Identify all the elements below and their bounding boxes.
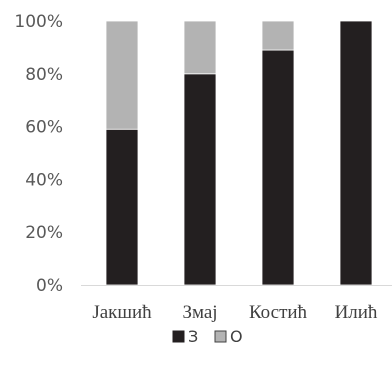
y-tick-label: 80% <box>25 65 63 85</box>
bar-segment-0-3 <box>339 20 373 286</box>
y-tick-label: 60% <box>25 118 63 138</box>
x-tick-label: Змај <box>182 302 217 323</box>
x-tick-label: Костић <box>249 302 308 323</box>
bar-segment-1-0 <box>105 20 139 130</box>
bar-segment-1-2 <box>261 20 295 51</box>
legend-label: О <box>230 327 243 346</box>
x-tick-label: Илић <box>335 302 378 323</box>
y-tick-label: 0% <box>36 276 63 296</box>
bar-segment-0-2 <box>261 49 295 286</box>
y-axis-ticks: 0% 20% 40% 60% 80% 100% <box>14 12 63 296</box>
bars <box>105 20 373 286</box>
bar-segment-0-1 <box>183 73 217 286</box>
y-tick-label: 20% <box>25 223 63 243</box>
legend-swatch <box>172 330 185 343</box>
x-tick-label: Јакшић <box>92 302 152 323</box>
bar-segment-1-1 <box>183 20 217 75</box>
y-tick-label: 40% <box>25 170 63 190</box>
legend-label: З <box>188 327 198 346</box>
x-axis-ticks: Јакшић Змај Костић Илић <box>92 302 378 323</box>
y-tick-label: 100% <box>14 12 63 32</box>
legend-swatch <box>214 330 227 343</box>
bar-segment-0-0 <box>105 128 139 286</box>
